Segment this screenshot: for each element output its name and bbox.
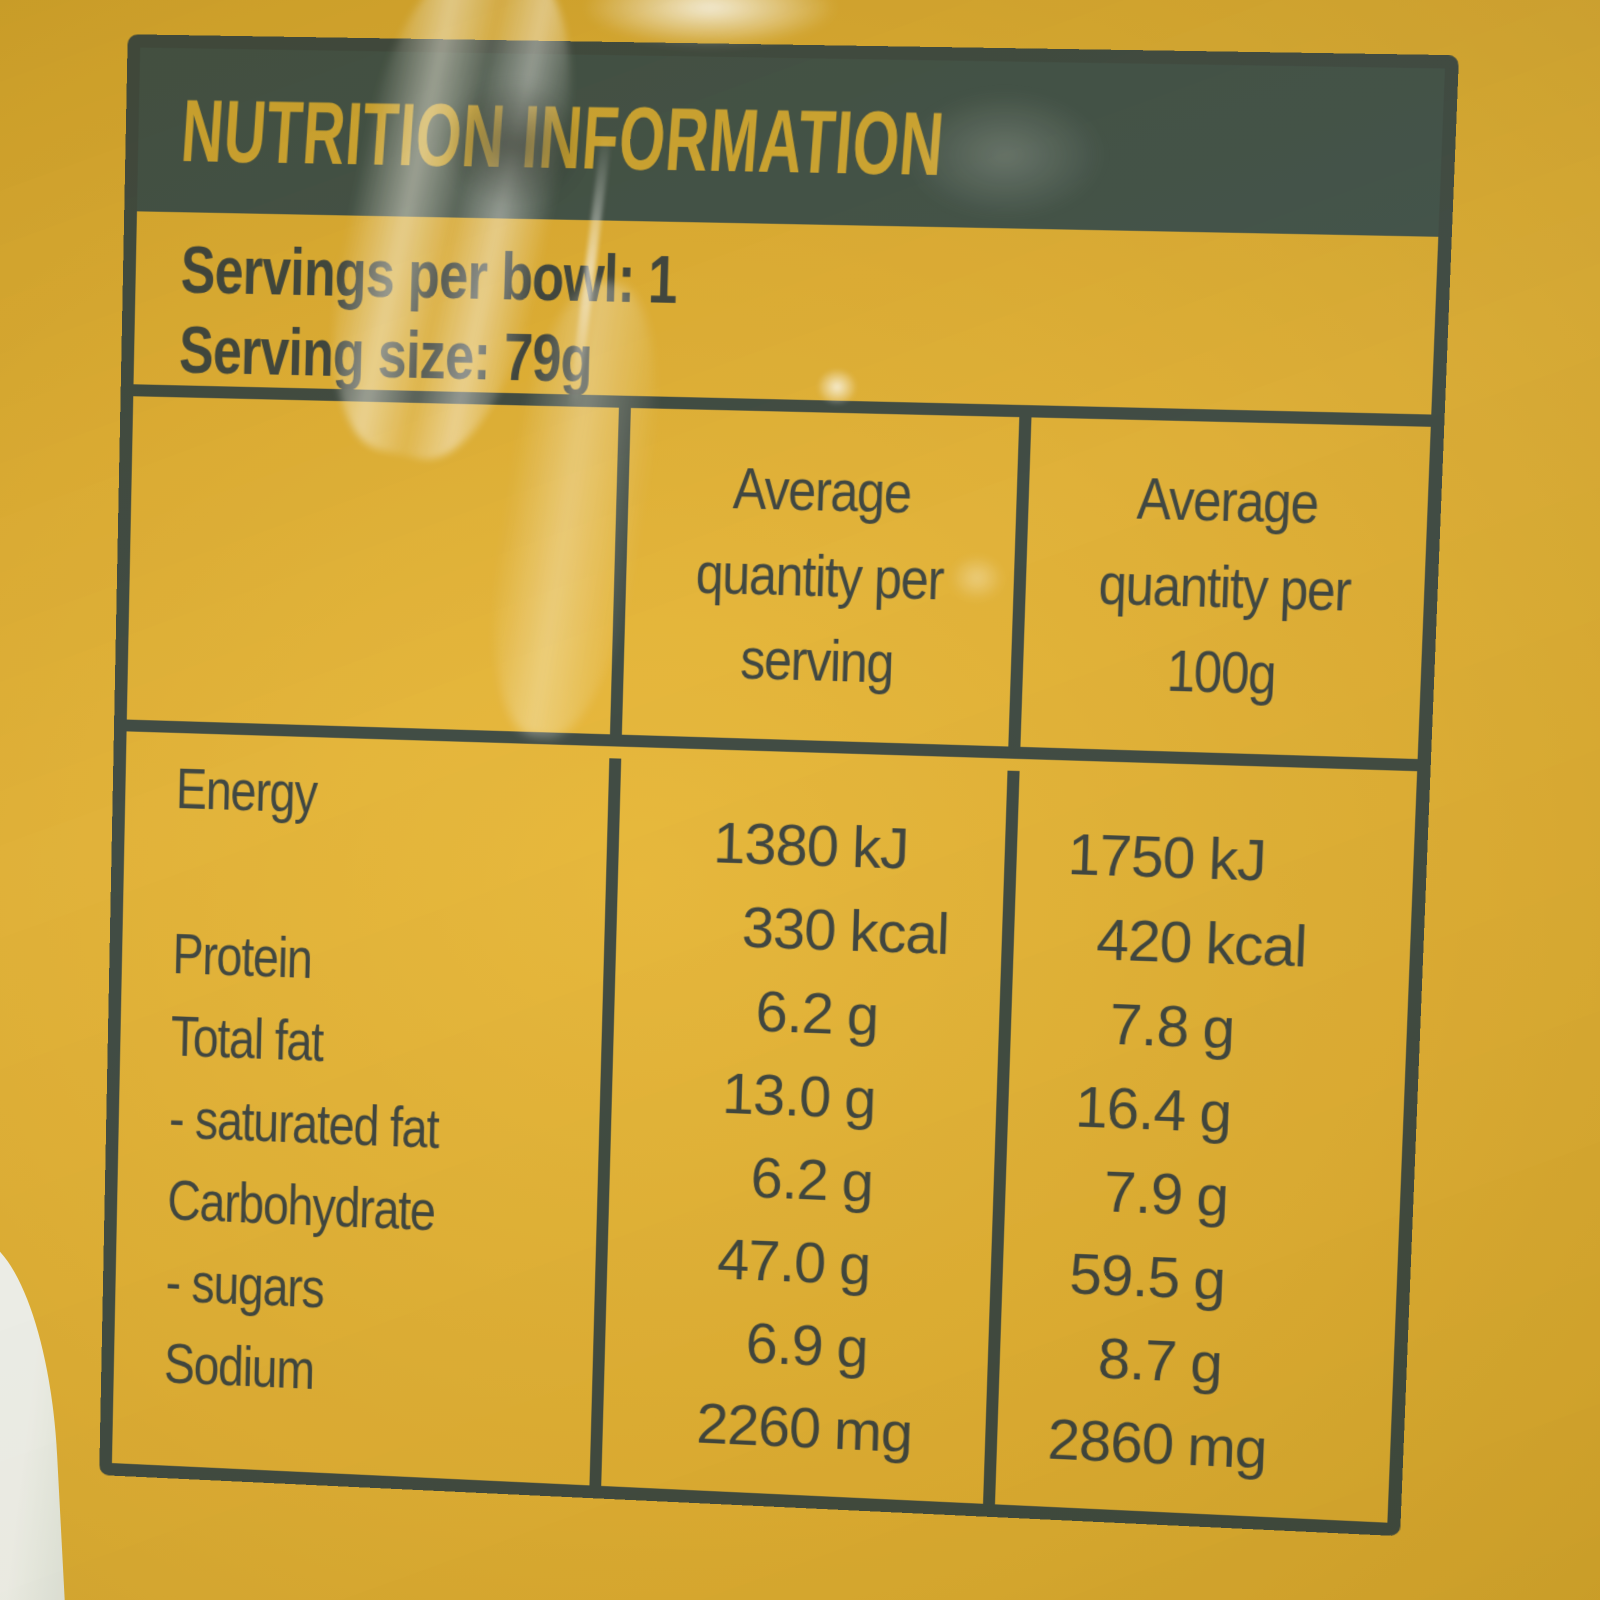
value-energy-kcal-100g: 420 kcal <box>1012 903 1411 1001</box>
value-sodium-100g: 2860 mg <box>996 1404 1392 1505</box>
nutrient-label-energy: Energy <box>175 757 318 826</box>
value-protein-100g: 7.8 g <box>1010 987 1408 1086</box>
value-number: 8.7 <box>1096 1326 1178 1395</box>
value-number: 6.9 <box>744 1311 824 1379</box>
nutrient-label-total-fat: Total fat <box>170 1005 324 1074</box>
value-unit: g <box>1201 995 1236 1062</box>
value-number: 330 <box>741 895 837 964</box>
value-unit: mg <box>1186 1413 1268 1482</box>
value-sodium-serving: 2260 mg <box>602 1386 987 1486</box>
value-number: 2860 <box>1046 1407 1175 1478</box>
value-number: 7.8 <box>1108 991 1190 1060</box>
value-saturated-fat-serving: 6.2 g <box>608 1139 994 1237</box>
per-100g-column: 1750 kJ 420 kcal 7.8 g 16.4 g <box>983 770 1417 1523</box>
per-serving-header-text: Average quantity per serving <box>695 457 945 696</box>
nutrient-label-spacer <box>173 839 537 934</box>
value-unit: g <box>838 1232 872 1298</box>
per-100g-header-text: Average quantity per 100g <box>1097 467 1352 708</box>
value-saturated-fat-100g: 7.9 g <box>1004 1155 1401 1254</box>
package-edge-highlight <box>0 1233 67 1600</box>
value-unit: kJ <box>1207 826 1267 894</box>
nutrient-label-protein: Protein <box>171 923 313 991</box>
value-unit: g <box>1198 1079 1233 1146</box>
value-unit: g <box>843 1065 877 1132</box>
value-number: 47.0 <box>716 1227 827 1296</box>
nutrient-name-column: Energy Protein Total fat - saturated fat… <box>112 743 609 1485</box>
serving-info: Servings per bowl: 1 Serving size: 79g <box>178 229 678 401</box>
value-unit: g <box>1192 1246 1227 1313</box>
value-number: 2260 <box>695 1391 822 1461</box>
nutrition-header-bar: NUTRITION INFORMATION <box>136 47 1445 237</box>
value-number: 7.9 <box>1102 1159 1184 1228</box>
value-number: 420 <box>1095 907 1193 976</box>
value-unit: kcal <box>1204 910 1308 980</box>
value-unit: mg <box>833 1397 914 1466</box>
value-unit: kcal <box>848 898 950 968</box>
value-energy-kj-serving: 1380 kJ <box>618 806 1006 903</box>
header-cell-per-serving: Average quantity per serving <box>609 407 1020 747</box>
header-cell-per-100g: Average quantity per 100g <box>1008 417 1431 760</box>
nutrient-label-sugars: - sugars <box>165 1251 325 1321</box>
per-serving-column: 1380 kJ 330 kcal 6.2 g 13.0 g <box>589 758 1008 1504</box>
value-unit: g <box>840 1149 874 1215</box>
value-number: 6.2 <box>749 1145 829 1213</box>
value-number: 59.5 <box>1068 1241 1181 1311</box>
value-unit: kJ <box>851 814 910 882</box>
header-cell-blank <box>127 396 619 734</box>
value-total-fat-serving: 13.0 g <box>611 1056 998 1154</box>
value-unit: g <box>835 1315 869 1381</box>
servings-per-bowl-line: Servings per bowl: 1 <box>180 232 678 318</box>
nutrition-header-title: NUTRITION INFORMATION <box>178 80 948 194</box>
nutrient-label-sodium: Sodium <box>163 1332 315 1402</box>
value-unit: g <box>845 982 880 1049</box>
value-energy-kj-100g: 1750 kJ <box>1015 819 1415 917</box>
value-unit: g <box>1189 1330 1224 1397</box>
value-number: 13.0 <box>721 1061 832 1130</box>
nutrient-label-carbohydrate: Carbohydrate <box>166 1169 436 1243</box>
value-number: 6.2 <box>754 979 834 1047</box>
nutrition-panel: NUTRITION INFORMATION Servings per bowl:… <box>99 34 1460 1537</box>
nutrition-table-body: Energy Protein Total fat - saturated fat… <box>112 743 1417 1523</box>
value-protein-serving: 6.2 g <box>613 973 1000 1070</box>
value-number: 16.4 <box>1074 1074 1187 1144</box>
nutrient-label-saturated-fat: - saturated fat <box>168 1087 440 1161</box>
value-unit: g <box>1195 1163 1230 1230</box>
nutrition-table-header-row: Average quantity per serving Average qua… <box>126 396 1431 772</box>
value-total-fat-100g: 16.4 g <box>1007 1071 1405 1170</box>
value-number: 1380 <box>712 810 840 880</box>
nutrition-table: Average quantity per serving Average qua… <box>111 384 1432 1523</box>
value-energy-kcal-serving: 330 kcal <box>615 890 1003 987</box>
value-number: 1750 <box>1066 821 1196 892</box>
